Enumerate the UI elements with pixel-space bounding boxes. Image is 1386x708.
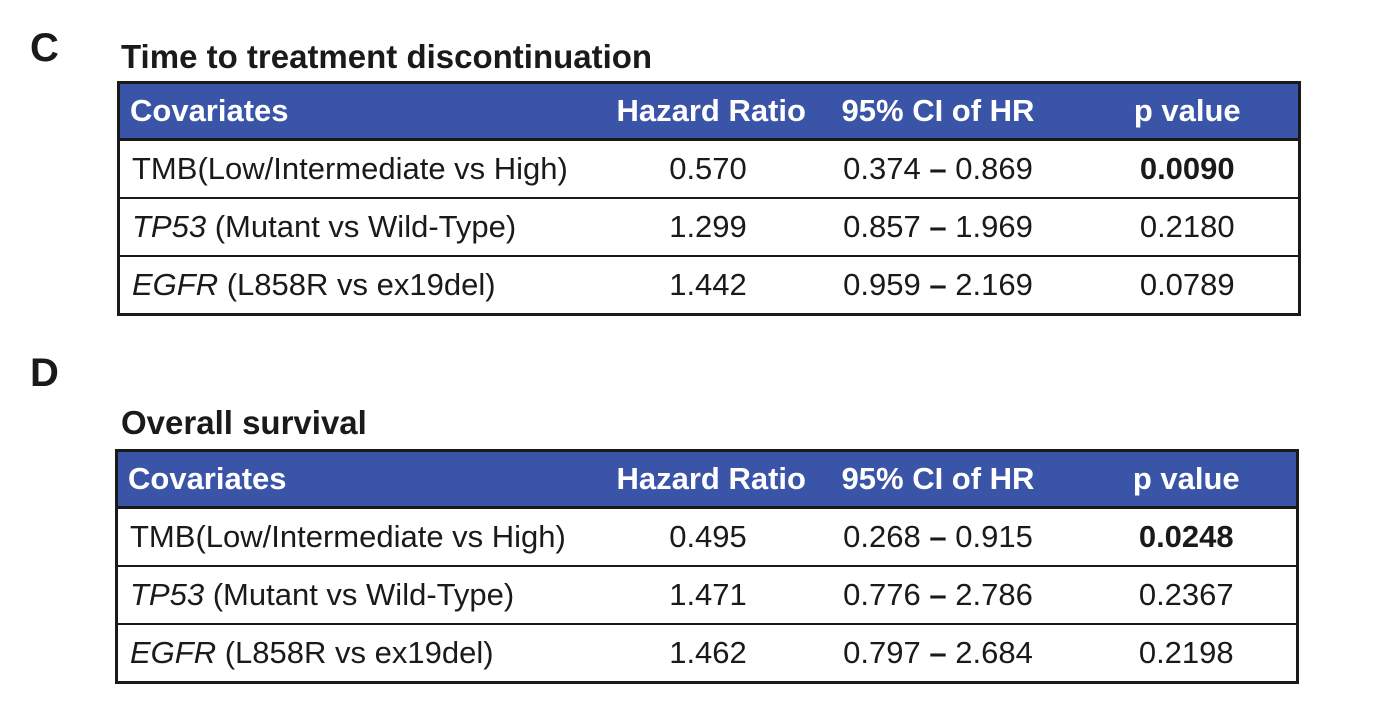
ci-separator: – xyxy=(929,151,947,186)
table-row: TP53 (Mutant vs Wild-Type) 1.471 0.776 –… xyxy=(116,565,1298,624)
hazard-table-c: Covariates Hazard Ratio 95% CI of HR p v… xyxy=(117,81,1301,316)
p-value-cell: 0.0248 xyxy=(1138,519,1234,554)
covariate-comparison: (Low/Intermediate vs High) xyxy=(197,151,568,186)
ci-cell: 0.776 – 2.786 xyxy=(799,565,1077,624)
header-ci: 95% CI of HR xyxy=(799,450,1077,509)
header-covariates: Covariates xyxy=(118,82,617,141)
ci-low: 0.857 xyxy=(843,209,921,244)
ci-low: 0.374 xyxy=(843,151,921,186)
covariate-cell: EGFR (L858R vs ex19del) xyxy=(116,623,617,683)
ci-separator: – xyxy=(929,519,947,554)
table-row: EGFR (L858R vs ex19del) 1.442 0.959 – 2.… xyxy=(118,255,1300,315)
covariate-comparison: (L858R vs ex19del) xyxy=(218,267,496,302)
header-hazard-ratio: Hazard Ratio xyxy=(616,450,806,509)
header-hazard-ratio: Hazard Ratio xyxy=(616,82,806,141)
ci-low: 0.959 xyxy=(843,267,921,302)
covariate-gene: TMB xyxy=(130,519,196,554)
p-value-cell: 0.2367 xyxy=(1076,565,1298,624)
p-value-cell: 0.2198 xyxy=(1076,623,1298,683)
panel-title-d: Overall survival xyxy=(121,404,367,441)
covariate-gene: TP53 xyxy=(132,209,207,244)
p-value-cell: 0.2180 xyxy=(1076,197,1300,256)
covariate-comparison: (Low/Intermediate vs High) xyxy=(195,519,566,554)
panel-title-c: Time to treatment discontinuation xyxy=(121,38,653,75)
header-p-value: p value xyxy=(1076,450,1298,509)
ci-cell: 0.797 – 2.684 xyxy=(799,623,1077,683)
ci-low: 0.268 xyxy=(843,519,921,554)
ci-separator: – xyxy=(929,209,947,244)
covariate-comparison: (Mutant vs Wild-Type) xyxy=(204,577,515,612)
ci-cell: 0.374 – 0.869 xyxy=(800,140,1077,199)
table-header-row: Covariates Hazard Ratio 95% CI of HR p v… xyxy=(116,450,1298,509)
ci-low: 0.797 xyxy=(843,635,921,670)
covariate-cell: TP53 (Mutant vs Wild-Type) xyxy=(116,565,617,624)
covariate-gene: EGFR xyxy=(132,267,219,302)
covariate-gene: TMB xyxy=(132,151,198,186)
covariate-cell: TMB(Low/Intermediate vs High) xyxy=(119,140,617,199)
hazard-ratio-cell: 1.471 xyxy=(616,565,800,624)
ci-cell: 0.959 – 2.169 xyxy=(799,255,1077,315)
ci-high: 2.169 xyxy=(955,267,1033,302)
ci-high: 0.869 xyxy=(955,151,1033,186)
table-header-row: Covariates Hazard Ratio 95% CI of HR p v… xyxy=(118,82,1300,141)
panel-letter-d: D xyxy=(30,351,59,395)
hazard-ratio-cell: 1.442 xyxy=(616,255,800,315)
ci-separator: – xyxy=(929,267,947,302)
hazard-ratio-cell: 1.462 xyxy=(616,623,800,683)
p-value-cell: 0.0090 xyxy=(1139,151,1235,186)
covariate-comparison: (Mutant vs Wild-Type) xyxy=(206,209,517,244)
table-row: TMB(Low/Intermediate vs High) 0.495 0.26… xyxy=(117,508,1298,567)
covariate-cell: EGFR (L858R vs ex19del) xyxy=(118,255,617,315)
ci-high: 2.684 xyxy=(955,635,1033,670)
covariate-cell: TP53 (Mutant vs Wild-Type) xyxy=(118,197,617,256)
hazard-ratio-cell: 1.299 xyxy=(616,197,800,256)
ci-separator: – xyxy=(929,635,947,670)
panel-letter-c: C xyxy=(30,26,59,70)
ci-high: 2.786 xyxy=(955,577,1033,612)
hazard-ratio-cell: 0.495 xyxy=(669,519,747,554)
p-value-cell: 0.0789 xyxy=(1076,255,1300,315)
ci-high: 1.969 xyxy=(955,209,1033,244)
hazard-ratio-cell: 0.570 xyxy=(669,151,747,186)
table-row: TP53 (Mutant vs Wild-Type) 1.299 0.857 –… xyxy=(118,197,1300,256)
ci-high: 0.915 xyxy=(955,519,1033,554)
covariate-gene: EGFR xyxy=(130,635,217,670)
ci-separator: – xyxy=(929,577,947,612)
hazard-table-d: Covariates Hazard Ratio 95% CI of HR p v… xyxy=(115,449,1299,684)
covariate-gene: TP53 xyxy=(130,577,205,612)
header-p-value: p value xyxy=(1076,82,1300,141)
table-row: TMB(Low/Intermediate vs High) 0.570 0.37… xyxy=(119,140,1300,199)
header-covariates: Covariates xyxy=(116,450,617,509)
ci-cell: 0.857 – 1.969 xyxy=(799,197,1077,256)
covariate-comparison: (L858R vs ex19del) xyxy=(216,635,494,670)
covariate-cell: TMB(Low/Intermediate vs High) xyxy=(117,508,617,567)
ci-low: 0.776 xyxy=(843,577,921,612)
ci-cell: 0.268 – 0.915 xyxy=(800,508,1077,567)
header-ci: 95% CI of HR xyxy=(799,82,1077,141)
table-row: EGFR (L858R vs ex19del) 1.462 0.797 – 2.… xyxy=(116,623,1298,683)
